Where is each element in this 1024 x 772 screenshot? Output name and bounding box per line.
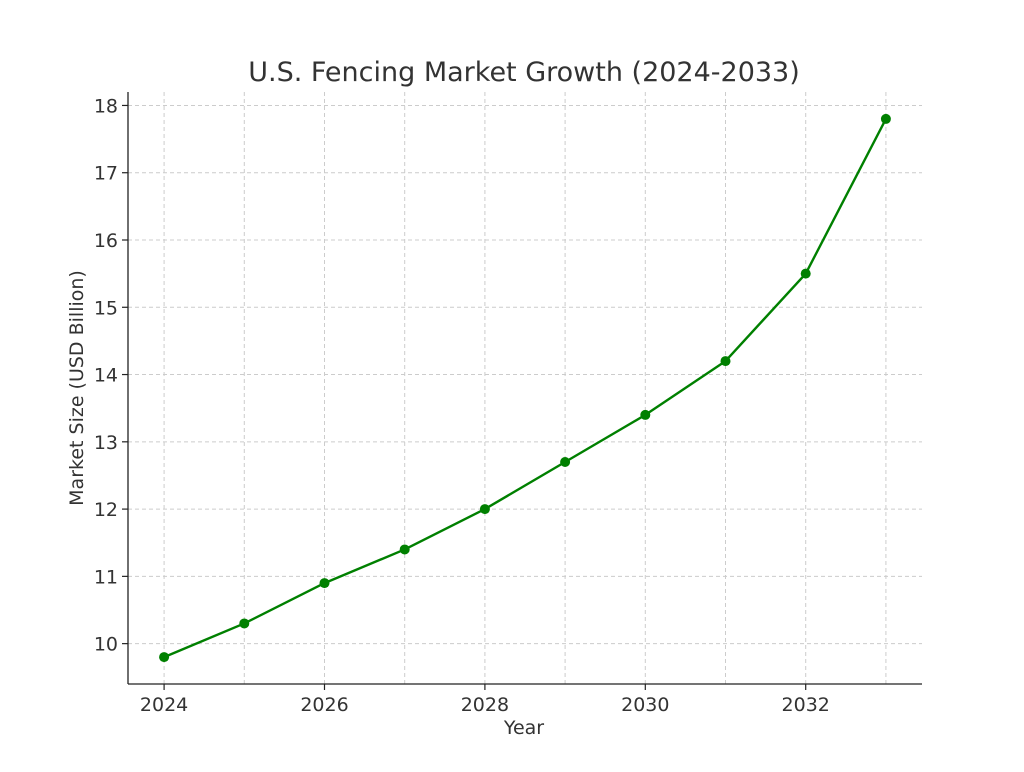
y-tick-label: 15	[94, 297, 118, 319]
data-point	[800, 268, 811, 279]
y-tick-label: 13	[94, 432, 118, 454]
data-point	[560, 457, 571, 467]
y-axis-label: Market Size (USD Billion)	[66, 270, 88, 506]
tick-labels: 2024 2026 2028 2030 2032 10 11 12 13 14 15 16 17 18	[94, 95, 830, 716]
y-tick-label: 17	[94, 163, 118, 185]
grid	[128, 92, 922, 684]
y-tick-label: 14	[94, 365, 118, 387]
y-tick-label: 12	[94, 499, 118, 521]
y-tick-label: 11	[94, 566, 118, 588]
x-tick-label: 2028	[461, 694, 509, 716]
data-point	[720, 356, 731, 367]
series-layer	[159, 113, 891, 663]
data-point	[640, 409, 651, 420]
data-point	[399, 544, 410, 555]
x-tick-label: 2024	[140, 694, 188, 716]
x-tick-label: 2026	[300, 694, 348, 716]
data-point	[239, 618, 250, 629]
chart-title: U.S. Fencing Market Growth (2024-2033)	[248, 57, 800, 88]
data-point	[479, 504, 490, 515]
y-tick-label: 18	[94, 95, 118, 117]
x-axis-label: Year	[503, 717, 544, 739]
x-tick-label: 2032	[782, 694, 830, 716]
data-point	[159, 652, 170, 663]
data-point	[319, 578, 330, 589]
axes	[122, 92, 922, 690]
x-tick-label: 2030	[621, 694, 669, 716]
y-tick-label: 10	[94, 634, 118, 656]
data-point	[880, 113, 891, 124]
y-tick-label: 16	[94, 230, 118, 252]
series-line	[162, 117, 888, 659]
